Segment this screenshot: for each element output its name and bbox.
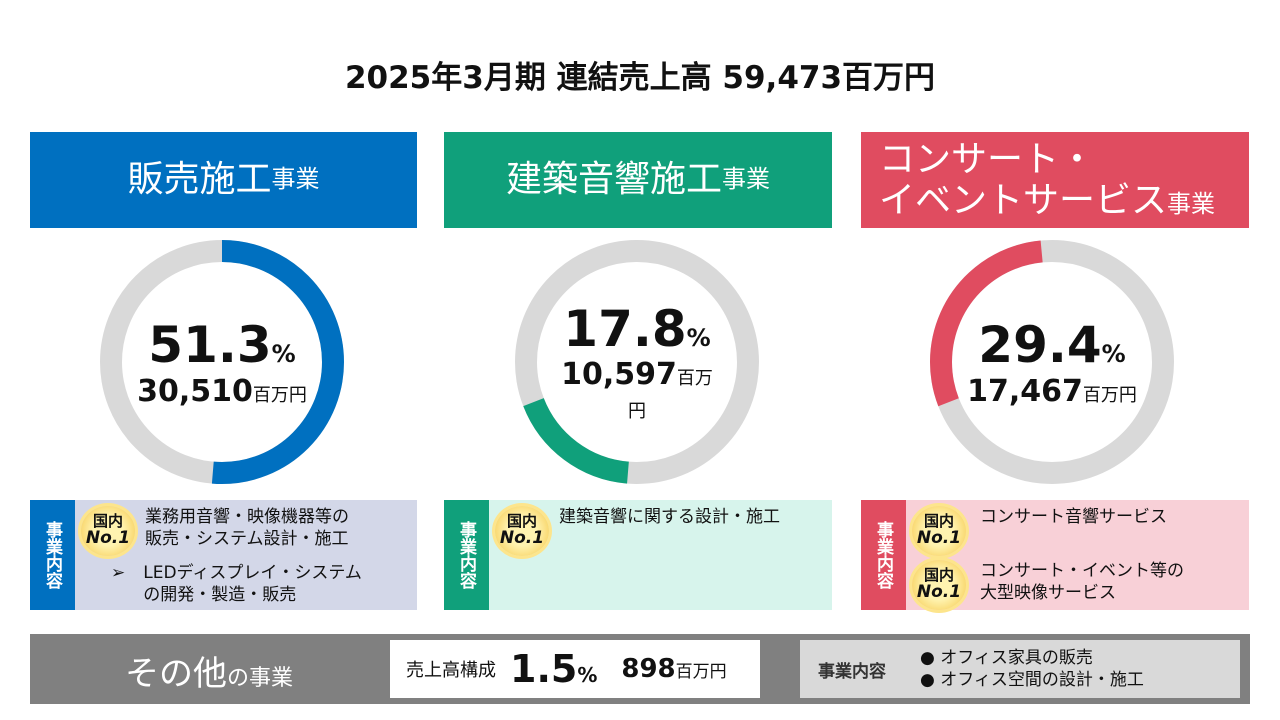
content-panel-sales: 事業内容 国内 No.1 業務用音響・映像機器等の 販売・システム設計・施工 ➢ L… [30, 500, 417, 610]
donut-segment [100, 240, 344, 484]
other-title: その他の事業 [125, 646, 293, 695]
percent-unit: % [686, 324, 711, 352]
amount-value: 10,597 [561, 357, 677, 392]
segment-suffix: 事業 [722, 165, 770, 194]
amount-unit: 百万円 [675, 662, 727, 682]
donut-track [515, 240, 759, 484]
donut-segment [515, 240, 759, 484]
percent-unit: % [271, 339, 296, 368]
no1-badge-icon: 国内 No.1 [912, 560, 966, 610]
percent-value: 17.8 [563, 300, 687, 358]
amount-unit: 百万円 [628, 368, 713, 422]
other-suffix: の事業 [227, 666, 294, 691]
content-item: ● オフィス家具の販売 [920, 647, 1093, 668]
no1-badge-icon: 国内 No.1 [912, 506, 966, 556]
content-panel-acoustic: 事業内容 国内 No.1 建築音響に関する設計・施工 [444, 500, 832, 610]
segment-header-concert: コンサート・ イベントサービス事業 [861, 132, 1249, 228]
content-item: 大型映像サービス [980, 583, 1116, 604]
segment-name: 建築音響施工 [505, 159, 722, 201]
percent-unit: % [1101, 339, 1126, 368]
percent-unit: % [577, 663, 598, 687]
amount-value: 17,467 [967, 373, 1083, 409]
content-item: 販売・システム設計・施工 [145, 529, 349, 550]
amount-unit: 百万円 [1082, 384, 1137, 406]
percent-value: 1.5 [510, 647, 578, 691]
content-item: の開発・製造・販売 [143, 585, 297, 606]
share-percent: 29.4% [978, 316, 1125, 374]
other-sales-box: 売上高構成 1.5% 898百万円 [390, 640, 760, 698]
segment-suffix: 事業 [271, 165, 320, 194]
no1-badge-icon: 国内 No.1 [81, 506, 135, 556]
segment-header-sales: 販売施工 事業 [30, 132, 417, 228]
content-label: 事業内容 [30, 500, 75, 610]
sales-amount: 17,467百万円 [967, 374, 1137, 409]
segment-name: 販売施工 [127, 159, 272, 201]
segment-name-line1: コンサート・ [879, 138, 1096, 180]
donut-concert: 29.4% 17,467百万円 [930, 240, 1174, 484]
content-item: LEDディスプレイ・システム [143, 563, 362, 583]
content-label: 事業内容 [861, 500, 906, 610]
no1-badge-icon: 国内 No.1 [495, 506, 549, 556]
segment-suffix: 事業 [1167, 190, 1216, 218]
content-item: ● オフィス空間の設計・施工 [920, 670, 1144, 690]
percent-value: 29.4 [978, 315, 1102, 374]
content-item: 業務用音響・映像機器等の [145, 507, 349, 527]
segment-name-line2: イベントサービス [879, 180, 1168, 221]
page-title: 2025年3月期 連結売上高 59,473百万円 [344, 60, 936, 96]
content-label: 事業内容 [444, 500, 489, 610]
segment-header-acoustic: 建築音響施工 事業 [444, 132, 832, 228]
amount-value: 30,510 [137, 373, 253, 409]
content-item: 建築音響に関する設計・施工 [559, 507, 780, 527]
content-item: コンサート音響サービス [980, 507, 1167, 527]
donut-sales: 51.3% 30,510百万円 [100, 240, 344, 484]
share-percent: 51.3% [148, 316, 295, 374]
other-content-box: 事業内容 ● オフィス家具の販売 ● オフィス空間の設計・施工 [800, 640, 1240, 698]
amount-value: 898 [621, 654, 676, 684]
content-item: コンサート・イベント等の [980, 561, 1184, 581]
percent-value: 51.3 [148, 315, 272, 374]
other-name: その他 [125, 654, 227, 694]
sales-amount: 30,510百万円 [137, 374, 307, 409]
donut-acoustic: 17.8% 10,597百万円 [515, 240, 759, 484]
content-panel-concert: 事業内容 国内 No.1 コンサート音響サービス 国内 No.1 コンサート・イベン… [861, 500, 1249, 610]
sales-share-label: 売上高構成 [406, 660, 496, 681]
content-label: 事業内容 [818, 661, 886, 682]
sales-amount: 10,597百万円 [557, 358, 717, 424]
amount-unit: 百万円 [252, 384, 307, 406]
arrow-bullet-icon: ➢ [111, 563, 126, 583]
share-percent: 17.8% [563, 300, 710, 358]
other-business-bar: その他の事業 売上高構成 1.5% 898百万円 事業内容 ● オフィス家具の販… [30, 634, 1250, 704]
